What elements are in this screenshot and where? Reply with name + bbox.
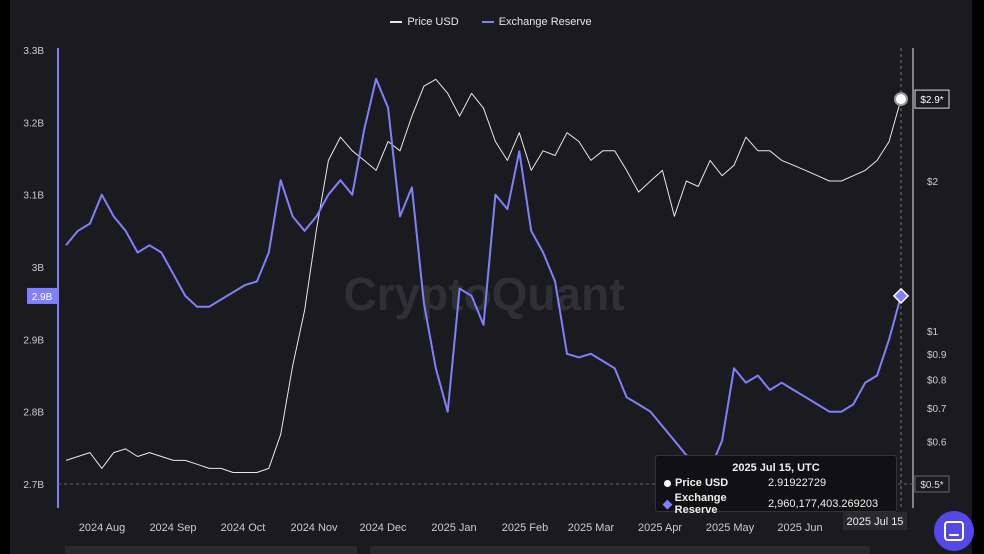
tooltip-row-reserve: Exchange Reserve 2,960,177,403.269203: [662, 492, 896, 516]
circle-marker-icon: [664, 479, 671, 487]
x-hover-label-box: [843, 512, 907, 530]
reserve-series-line[interactable]: [65, 77, 902, 471]
x-axis-tick-label: 2024 Oct: [221, 522, 266, 534]
x-axis-tick-label: 2025 May: [706, 522, 755, 534]
x-hover-label: 2025 Jul 15: [847, 516, 904, 528]
right-axis-current-label: $2.9*: [920, 95, 943, 106]
line-chart: 3.3B 3.2B 3.1B 3B 2.9B 2.8B 2.7B 2.9B $2 $1 $0.9 $0…: [23, 46, 950, 534]
legend-item-reserve[interactable]: Exchange Reserve: [481, 16, 592, 28]
tooltip-series-name: Exchange Reserve: [674, 492, 727, 516]
x-axis-tick-label: 2024 Aug: [79, 522, 126, 534]
x-axis-tick-label: 2025 Jan: [431, 522, 476, 534]
right-axis-tick-label: $1: [927, 327, 939, 338]
navigator-bar-right[interactable]: [370, 546, 870, 554]
legend-item-price[interactable]: Price USD: [390, 16, 459, 28]
legend-label-price: Price USD: [407, 16, 459, 28]
x-axis-tick-label: 2025 Jun: [777, 522, 822, 534]
right-axis-current-box: [914, 89, 950, 109]
chart-legend: Price USD Exchange Reserve: [10, 14, 972, 28]
right-axis-tick-label: $0.6: [927, 438, 947, 449]
right-axis-bottom-label: $0.5*: [920, 480, 943, 491]
reserve-hover-marker: [892, 287, 910, 305]
tooltip-date: 2025 Jul 15, UTC: [732, 462, 820, 474]
chat-button[interactable]: [934, 511, 974, 551]
tooltip-row-price: Price USD 2.91922729: [664, 477, 896, 489]
tooltip-value-price: 2.91922729: [768, 477, 827, 489]
left-axis-tick-label: 3B: [32, 263, 45, 274]
left-axis-tick-label: 3.3B: [23, 46, 44, 57]
legend-swatch-reserve: [481, 21, 494, 23]
right-axis-bottom-box: [914, 475, 950, 493]
left-axis-current-label: 2.9B: [32, 292, 53, 303]
x-axis-tick-label: 2024 Dec: [359, 522, 407, 534]
left-axis-tick-label: 2.7B: [23, 480, 44, 491]
navigator-bar[interactable]: [65, 546, 357, 554]
hover-tooltip: 2025 Jul 15, UTC Price USD 2.91922729 Ex…: [655, 455, 897, 516]
x-axis-tick-label: 2024 Sep: [149, 522, 196, 534]
right-axis-tick-label: $0.7: [927, 404, 947, 415]
price-series-line[interactable]: [65, 78, 902, 473]
left-axis-tick-label: 3.1B: [23, 191, 44, 202]
x-axis-tick-label: 2025 Mar: [568, 522, 615, 534]
left-axis-tick-label: 2.9B: [23, 335, 44, 346]
x-axis-tick-label: 2024 Nov: [290, 522, 338, 534]
right-axis-tick-label: $0.9: [927, 350, 947, 361]
price-hover-marker: [894, 92, 908, 107]
x-axis-tick-label: 2025 Apr: [638, 522, 682, 534]
chat-icon: [944, 521, 964, 541]
left-axis-tick-label: 3.2B: [23, 118, 44, 129]
tooltip-series-name: Price USD: [675, 477, 729, 489]
right-axis-tick-label: $0.8: [927, 375, 947, 386]
tooltip-label-reserve: Exchange Reserve: [662, 492, 768, 516]
tooltip-value-reserve: 2,960,177,403.269203: [768, 498, 879, 510]
x-axis-tick-label: 2025 Feb: [502, 522, 548, 534]
left-axis-tick-label: 2.8B: [23, 408, 44, 419]
chart-panel: 3.3B 3.2B 3.1B 3B 2.9B 2.8B 2.7B 2.9B $2 $1 $0.9 $0…: [10, 0, 972, 554]
legend-label-reserve: Exchange Reserve: [498, 16, 592, 28]
left-axis-current-box: [27, 287, 57, 304]
tooltip-label-price: Price USD: [664, 477, 768, 489]
diamond-marker-icon: [662, 499, 673, 509]
legend-swatch-price: [390, 21, 403, 23]
right-axis-tick-label: $2: [927, 177, 939, 188]
